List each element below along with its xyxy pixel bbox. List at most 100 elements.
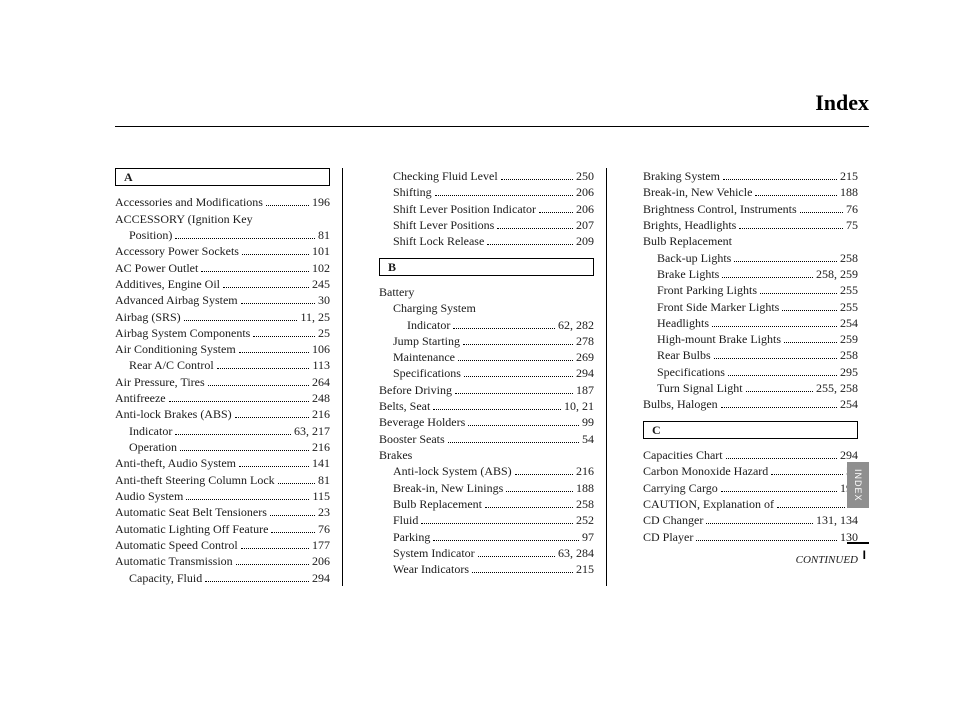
entry-page: 252 (576, 512, 594, 528)
index-entry: Break-in, New Linings188 (379, 480, 594, 496)
index-page: Index AAccessories and Modifications196A… (0, 0, 954, 710)
leader-dots (468, 416, 579, 427)
leader-dots (728, 365, 837, 376)
entry-label: Capacities Chart (643, 447, 723, 463)
entry-label: Audio System (115, 488, 183, 504)
index-entry: Front Parking Lights255 (643, 282, 858, 298)
entry-page: 101 (312, 243, 330, 259)
entry-page: 63, 284 (558, 545, 594, 561)
leader-dots (208, 375, 309, 386)
index-entry: Fluid252 (379, 512, 594, 528)
index-entry: Before Driving187 (379, 382, 594, 398)
entry-page: 206 (312, 553, 330, 569)
index-entry: Checking Fluid Level250 (379, 168, 594, 184)
entry-label: Shifting (393, 184, 432, 200)
entry-page: 196 (312, 194, 330, 210)
header-rule (115, 126, 869, 127)
entry-page: 258 (840, 250, 858, 266)
entry-label: Wear Indicators (393, 561, 469, 577)
entry-label: Front Parking Lights (657, 282, 757, 298)
leader-dots (487, 234, 573, 245)
entry-page: 10, 21 (564, 398, 594, 414)
index-entry: CAUTION, Explanation ofiii (643, 496, 858, 512)
index-entry: ACCESSORY (Ignition Key (115, 211, 330, 227)
entry-page: 102 (312, 260, 330, 276)
entry-page: 206 (576, 184, 594, 200)
entry-page: 113 (312, 357, 330, 373)
entry-label: Braking System (643, 168, 720, 184)
index-column-1: AAccessories and Modifications196ACCESSO… (115, 168, 330, 586)
entry-label: Air Conditioning System (115, 341, 236, 357)
letter-header-c: C (643, 421, 858, 439)
leader-dots (539, 202, 573, 213)
entry-page: 99 (582, 414, 594, 430)
leader-dots (223, 277, 309, 288)
entry-label: Automatic Speed Control (115, 537, 238, 553)
entry-page: 81 (318, 472, 330, 488)
page-number-bar (847, 542, 869, 544)
entry-label: Anti-lock System (ABS) (393, 463, 512, 479)
entry-page: 255, 258 (816, 380, 858, 396)
index-entry: Brake Lights258, 259 (643, 266, 858, 282)
leader-dots (458, 350, 573, 361)
leader-dots (175, 424, 291, 435)
entry-label: Front Side Marker Lights (657, 299, 779, 315)
entry-label: Shift Lever Positions (393, 217, 494, 233)
entry-label: Automatic Lighting Off Feature (115, 521, 268, 537)
entry-label: Parking (393, 529, 430, 545)
leader-dots (205, 571, 309, 582)
index-entry: Anti-lock System (ABS)216 (379, 463, 594, 479)
index-entry: Front Side Marker Lights255 (643, 299, 858, 315)
index-entry: Shift Lever Positions207 (379, 217, 594, 233)
index-entry: Wear Indicators215 (379, 561, 594, 577)
entry-page: 131, 134 (816, 512, 858, 528)
leader-dots (433, 399, 561, 410)
leader-dots (497, 218, 573, 229)
index-entry: Headlights254 (643, 315, 858, 331)
entry-page: 294 (840, 447, 858, 463)
leader-dots (714, 349, 837, 360)
entry-page: 76 (318, 521, 330, 537)
entry-page: 141 (312, 455, 330, 471)
entry-label: Beverage Holders (379, 414, 465, 430)
entry-label: Position) (129, 227, 172, 243)
index-entry: Additives, Engine Oil245 (115, 276, 330, 292)
letter-header-b: B (379, 258, 594, 276)
entry-page: 188 (840, 184, 858, 200)
index-entry: Shift Lock Release209 (379, 233, 594, 249)
entry-label: Capacity, Fluid (129, 570, 202, 586)
leader-dots (235, 408, 309, 419)
entry-label: Accessories and Modifications (115, 194, 263, 210)
index-entry: Rear Bulbs258 (643, 347, 858, 363)
leader-dots (239, 457, 309, 468)
entry-label: Shift Lock Release (393, 233, 484, 249)
index-entry: Brakes (379, 447, 594, 463)
entry-page: 250 (576, 168, 594, 184)
index-entry: Rear A/C Control113 (115, 357, 330, 373)
entry-page: 188 (576, 480, 594, 496)
entry-page: 215 (840, 168, 858, 184)
index-entry: Accessory Power Sockets101 (115, 243, 330, 259)
leader-dots (180, 440, 309, 451)
index-entry: Automatic Transmission206 (115, 553, 330, 569)
entry-label: Indicator (129, 423, 172, 439)
entry-label: Advanced Airbag System (115, 292, 238, 308)
leader-dots (241, 538, 309, 549)
entry-page: 259 (840, 331, 858, 347)
index-entry: Indicator63, 217 (115, 423, 330, 439)
index-entry: Brights, Headlights75 (643, 217, 858, 233)
entry-label: High-mount Brake Lights (657, 331, 781, 347)
leader-dots (455, 383, 573, 394)
page-title: Index (115, 90, 869, 122)
entry-label: Bulb Replacement (643, 233, 732, 249)
index-entry: Jump Starting278 (379, 333, 594, 349)
entry-label: Anti-theft, Audio System (115, 455, 236, 471)
entry-label: System Indicator (393, 545, 475, 561)
page-number: I (863, 548, 866, 562)
entry-label: Specifications (657, 364, 725, 380)
leader-dots (760, 283, 837, 294)
leader-dots (734, 251, 837, 262)
index-entry: Air Pressure, Tires264 (115, 374, 330, 390)
index-entry: Carrying Cargo198 (643, 480, 858, 496)
entry-label: Automatic Seat Belt Tensioners (115, 504, 267, 520)
